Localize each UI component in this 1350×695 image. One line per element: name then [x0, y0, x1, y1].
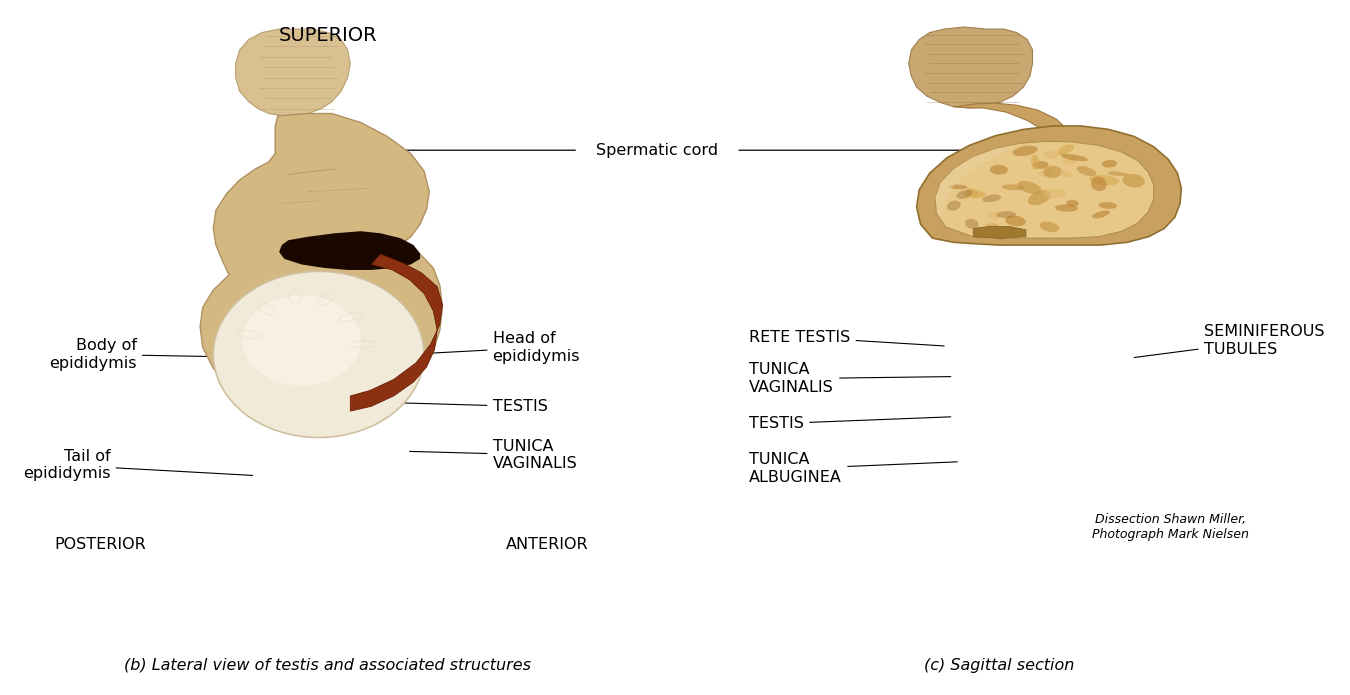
Ellipse shape — [1092, 211, 1110, 218]
Polygon shape — [936, 141, 1154, 238]
Ellipse shape — [990, 165, 1008, 174]
Ellipse shape — [1033, 161, 1049, 169]
Ellipse shape — [988, 212, 1000, 220]
Text: SUPERIOR: SUPERIOR — [278, 26, 377, 44]
Ellipse shape — [213, 271, 424, 437]
Polygon shape — [917, 126, 1181, 245]
Text: TUNICA
VAGINALIS: TUNICA VAGINALIS — [409, 439, 578, 471]
Ellipse shape — [1012, 146, 1038, 156]
Ellipse shape — [983, 195, 1002, 202]
Text: POSTERIOR: POSTERIOR — [54, 537, 146, 553]
Polygon shape — [953, 103, 1081, 245]
Text: Tail of
epididymis: Tail of epididymis — [23, 449, 252, 482]
Polygon shape — [200, 113, 443, 418]
Ellipse shape — [991, 230, 1006, 240]
Ellipse shape — [967, 188, 979, 197]
Text: RETE TESTIS: RETE TESTIS — [749, 329, 944, 346]
Ellipse shape — [1061, 154, 1088, 161]
Ellipse shape — [964, 190, 986, 198]
Ellipse shape — [1057, 145, 1075, 155]
Text: ANTERIOR: ANTERIOR — [506, 537, 589, 553]
Ellipse shape — [1091, 177, 1107, 191]
Polygon shape — [936, 145, 1014, 218]
Text: Spermatic cord: Spermatic cord — [597, 142, 718, 158]
Text: Body of
epididymis: Body of epididymis — [50, 338, 286, 370]
Text: (c) Sagittal section: (c) Sagittal section — [925, 658, 1075, 673]
Ellipse shape — [956, 190, 972, 199]
Polygon shape — [909, 27, 1033, 108]
Text: TUNICA
VAGINALIS: TUNICA VAGINALIS — [749, 363, 950, 395]
Ellipse shape — [1062, 157, 1077, 165]
Ellipse shape — [1044, 151, 1058, 158]
Ellipse shape — [1044, 189, 1066, 198]
Text: SEMINIFEROUS
TUBULES: SEMINIFEROUS TUBULES — [1134, 325, 1324, 357]
Text: TUNICA
ALBUGINEA: TUNICA ALBUGINEA — [749, 452, 957, 485]
Ellipse shape — [1027, 190, 1052, 205]
Ellipse shape — [996, 211, 1017, 218]
Polygon shape — [973, 227, 1026, 238]
Ellipse shape — [1060, 170, 1073, 178]
Ellipse shape — [1044, 165, 1062, 178]
Ellipse shape — [983, 223, 999, 231]
Ellipse shape — [965, 219, 979, 229]
Ellipse shape — [1107, 172, 1127, 176]
Ellipse shape — [242, 295, 360, 386]
Ellipse shape — [1006, 215, 1026, 226]
Ellipse shape — [1122, 174, 1145, 188]
Ellipse shape — [1018, 181, 1041, 194]
Ellipse shape — [1076, 166, 1096, 176]
Ellipse shape — [1038, 170, 1054, 177]
Text: Head of
epididymis: Head of epididymis — [409, 332, 580, 363]
Ellipse shape — [1089, 175, 1119, 185]
Polygon shape — [236, 29, 350, 115]
Polygon shape — [279, 231, 420, 270]
Ellipse shape — [1102, 160, 1116, 167]
Ellipse shape — [946, 201, 961, 211]
Text: (b) Lateral view of testis and associated structures: (b) Lateral view of testis and associate… — [124, 658, 532, 673]
Ellipse shape — [1099, 202, 1118, 209]
Ellipse shape — [1002, 184, 1025, 190]
Ellipse shape — [1066, 200, 1079, 206]
Polygon shape — [350, 254, 443, 411]
Text: Dissection Shawn Miller,
Photograph Mark Nielsen: Dissection Shawn Miller, Photograph Mark… — [1092, 514, 1249, 541]
Ellipse shape — [1031, 154, 1040, 170]
Ellipse shape — [948, 185, 968, 189]
Text: TESTIS: TESTIS — [404, 399, 547, 414]
Text: TESTIS: TESTIS — [749, 416, 950, 431]
Ellipse shape — [1054, 204, 1077, 212]
Ellipse shape — [1040, 222, 1060, 232]
